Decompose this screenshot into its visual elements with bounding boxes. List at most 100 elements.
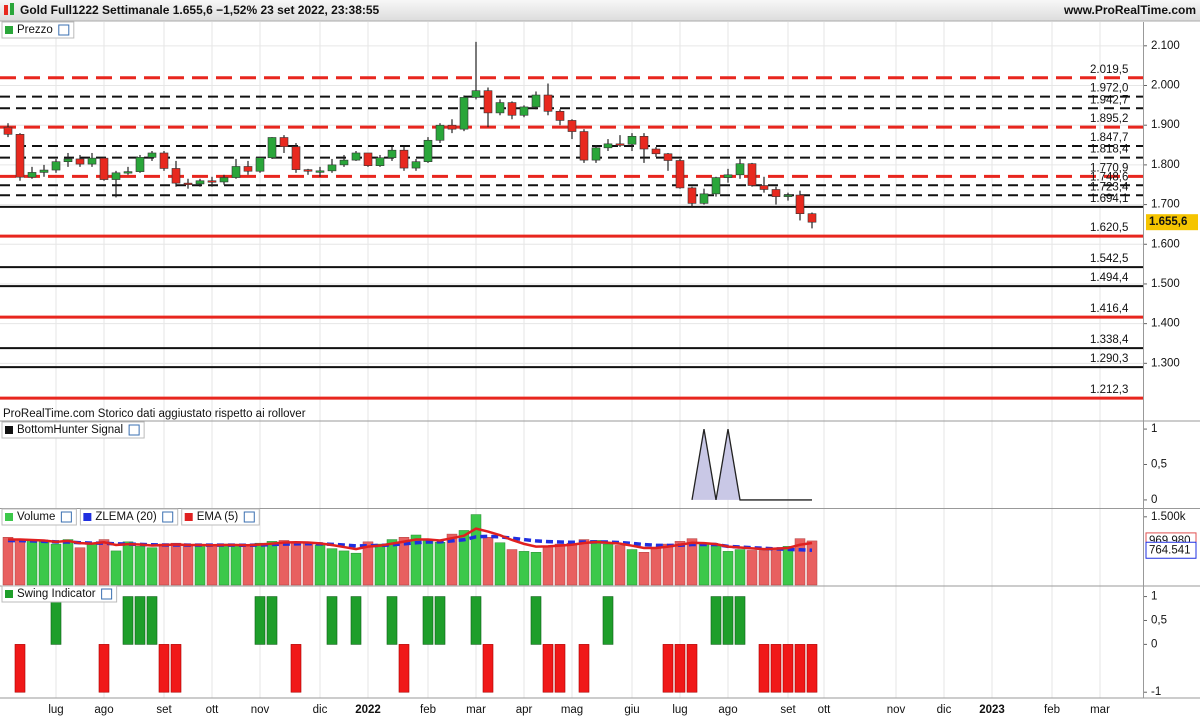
swing-bar: [14, 644, 26, 693]
legend-label[interactable]: ZLEMA (20): [95, 511, 157, 523]
level-label: 1.290,3: [1090, 353, 1128, 365]
candle-body: [471, 90, 481, 98]
volume-bar: [770, 547, 782, 586]
y-tick-label: 1: [1151, 423, 1157, 435]
volume-bar: [674, 541, 686, 586]
x-tick-label: dic: [313, 704, 328, 716]
candle-body: [651, 148, 661, 155]
header-title: Gold Full1222 Settimanale 1.655,6 −1,52%…: [20, 3, 380, 17]
volume-bar: [302, 542, 314, 586]
header-site[interactable]: www.ProRealTime.com: [1063, 3, 1196, 17]
candle-body: [339, 159, 349, 166]
volume-bar: [398, 537, 410, 586]
swing-bar: [482, 644, 494, 693]
swing-bar: [542, 644, 554, 693]
swing-bar: [326, 596, 338, 645]
settings-icon[interactable]: [101, 588, 113, 600]
volume-bar: [74, 547, 86, 586]
candle-body: [639, 136, 649, 150]
y-tick-label: 0,5: [1151, 615, 1167, 627]
legend-label[interactable]: Swing Indicator: [17, 588, 96, 600]
candle-body: [315, 170, 325, 173]
volume-bar: [2, 537, 14, 586]
legend-label[interactable]: BottomHunter Signal: [17, 424, 123, 436]
x-tick-label: lug: [672, 704, 687, 716]
swing-bar: [602, 596, 614, 645]
x-tick-label: set: [156, 704, 172, 716]
x-tick-label: giu: [624, 704, 639, 716]
candle-body: [87, 157, 97, 165]
legend-label[interactable]: Prezzo: [17, 24, 53, 36]
level-label: 1.770,9: [1090, 162, 1128, 174]
level-label: 1.818,4: [1090, 144, 1129, 156]
volume-bar: [530, 552, 542, 586]
settings-icon[interactable]: [58, 24, 70, 36]
candle-body: [759, 185, 769, 190]
level-label: 1.723,4: [1090, 181, 1129, 193]
swing-bar: [398, 644, 410, 693]
volume-bar: [470, 514, 482, 586]
candle-body: [591, 147, 601, 161]
volume-bar: [98, 539, 110, 586]
settings-icon[interactable]: [162, 511, 174, 523]
swing-bar: [434, 596, 446, 645]
candle-body: [735, 163, 745, 176]
candle-body: [123, 171, 133, 174]
legend-label[interactable]: EMA (5): [197, 511, 239, 523]
candle-body: [135, 157, 145, 172]
volume-bar: [230, 544, 242, 586]
signal-line: [691, 428, 812, 501]
candle-body: [291, 146, 301, 170]
candle-body: [351, 152, 361, 161]
volume-bar: [434, 542, 446, 586]
volume-bar: [662, 543, 674, 586]
volume-bar: [350, 552, 362, 586]
candle-body: [15, 134, 25, 178]
x-tick-label: mar: [1090, 704, 1110, 716]
settings-icon[interactable]: [128, 424, 140, 436]
candle-body: [423, 139, 433, 163]
level-label: 1.494,4: [1090, 272, 1129, 284]
candle-body: [579, 131, 589, 161]
volume-bar: [122, 541, 134, 586]
y-tick-label: 0,5: [1151, 459, 1167, 471]
volume-bar: [422, 539, 434, 586]
header-bar: [0, 0, 1200, 21]
x-tick-label: nov: [251, 704, 270, 716]
candle-body: [207, 180, 217, 183]
level-label: 1.847,7: [1090, 132, 1128, 144]
x-tick-label: set: [780, 704, 796, 716]
x-tick-label: ago: [718, 704, 737, 716]
candle-body: [435, 124, 445, 141]
candle-body: [711, 177, 721, 195]
x-tick-label: mag: [561, 704, 583, 716]
swing-bar: [674, 644, 686, 693]
volume-bar: [446, 533, 458, 586]
volume-bar: [326, 548, 338, 586]
settings-icon[interactable]: [243, 511, 255, 523]
volume-bar: [806, 540, 818, 586]
candle-body: [411, 161, 421, 169]
candle-body: [3, 126, 13, 135]
volume-bar: [590, 540, 602, 586]
candle-body: [39, 169, 49, 173]
swing-bar: [98, 644, 110, 693]
x-tick-label: ott: [818, 704, 832, 716]
candle-body: [159, 152, 169, 169]
candle-body: [447, 124, 457, 130]
swing-bar: [686, 644, 698, 693]
level-label: 1.620,5: [1090, 222, 1128, 234]
swing-bar: [734, 596, 746, 645]
candle-body: [387, 149, 397, 159]
swing-bar: [122, 596, 134, 645]
y-tick-label: 2.000: [1151, 80, 1180, 92]
volume-bar: [374, 543, 386, 586]
candle-body: [483, 90, 493, 114]
volume-bar: [734, 549, 746, 586]
settings-icon[interactable]: [60, 511, 72, 523]
y-tick-label: 1.400: [1151, 318, 1180, 330]
swing-bar: [170, 644, 182, 693]
volume-bar: [146, 547, 158, 586]
legend-label[interactable]: Volume: [17, 511, 55, 523]
